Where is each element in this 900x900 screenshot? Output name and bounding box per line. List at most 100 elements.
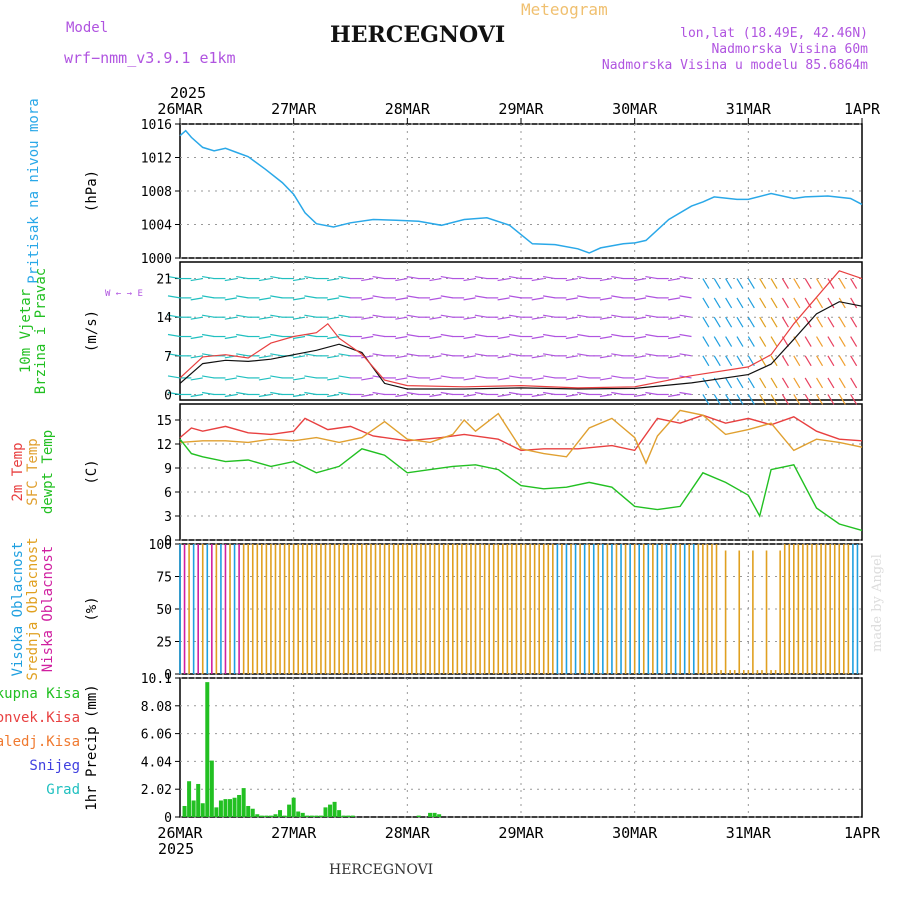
wind-barb bbox=[747, 336, 755, 347]
wind-barb bbox=[577, 333, 590, 338]
wind-barb bbox=[236, 391, 249, 396]
wind-barb bbox=[781, 377, 789, 389]
wind-barb bbox=[361, 316, 374, 320]
wind-barb bbox=[224, 335, 237, 340]
wind-barb bbox=[167, 295, 181, 299]
wind-barb bbox=[759, 297, 767, 309]
top-date-label: 27MAR bbox=[271, 100, 317, 118]
wind-barb bbox=[565, 277, 578, 282]
y-tick-label: 7 bbox=[164, 350, 172, 365]
wind-barb bbox=[304, 353, 317, 357]
wind-barb bbox=[804, 278, 812, 289]
wind-barb bbox=[838, 394, 846, 405]
wind-barb bbox=[770, 316, 778, 328]
wind-barb bbox=[167, 391, 181, 396]
y-tick-label: 12 bbox=[156, 438, 172, 453]
wind-barb bbox=[292, 297, 306, 301]
precip-bar bbox=[282, 815, 287, 817]
wind-barb bbox=[725, 394, 733, 405]
y-tick-label: 0 bbox=[164, 811, 172, 826]
wind-barb bbox=[781, 316, 789, 328]
precip-bar bbox=[278, 810, 283, 817]
top-date-label: 26MAR bbox=[157, 100, 203, 118]
wind-barb bbox=[202, 375, 215, 379]
bottom-year-label: 2025 bbox=[158, 840, 194, 858]
wind-barb bbox=[224, 377, 237, 381]
wind-barb bbox=[395, 277, 408, 282]
top-date-label: 31MAR bbox=[726, 100, 772, 118]
wind-barb bbox=[633, 297, 647, 301]
bottom-date-label: 31MAR bbox=[726, 824, 772, 842]
wind-barb bbox=[679, 314, 692, 318]
wind-barb bbox=[816, 316, 824, 328]
wind-barb bbox=[508, 353, 522, 357]
wind-barb bbox=[463, 335, 476, 340]
precip-bar bbox=[337, 810, 342, 817]
wind-barb bbox=[770, 297, 778, 309]
unit-label: (C) bbox=[84, 459, 100, 484]
wind-barb bbox=[565, 377, 578, 381]
wind-barb bbox=[645, 391, 658, 396]
wind-barb bbox=[736, 297, 744, 309]
precip-legend-label: Ukupna Kisa bbox=[0, 686, 80, 702]
wind-barb bbox=[759, 377, 767, 389]
panel-frame bbox=[179, 261, 863, 401]
wind-barb bbox=[543, 353, 556, 357]
wind-barb bbox=[747, 377, 755, 389]
panel-label: Visoka Oblacnost bbox=[10, 542, 26, 677]
wind-barb bbox=[372, 295, 385, 299]
wind-barb bbox=[338, 275, 351, 280]
wind-barb bbox=[827, 278, 835, 289]
wind-barb bbox=[668, 277, 681, 282]
wind-barb bbox=[633, 355, 647, 359]
wind-barb bbox=[611, 295, 624, 299]
precip-bar bbox=[323, 807, 328, 817]
precip-bar bbox=[432, 812, 437, 817]
wind-barb bbox=[702, 297, 710, 309]
wind-barb bbox=[633, 393, 647, 398]
top-date-label: 1APR bbox=[844, 100, 881, 118]
wind-barb bbox=[770, 394, 778, 405]
credit: made by Angel bbox=[870, 554, 885, 652]
temp-dewpoint-line bbox=[179, 438, 863, 532]
precip-bar bbox=[300, 812, 305, 817]
wind-barb bbox=[440, 353, 453, 357]
wind-barb bbox=[804, 394, 812, 405]
wind-barb bbox=[611, 275, 624, 280]
top-date-label: 28MAR bbox=[385, 100, 431, 118]
wind-barb bbox=[304, 375, 317, 379]
y-tick-label: 50 bbox=[156, 603, 172, 618]
wind-barb bbox=[372, 333, 385, 338]
wind-barb bbox=[338, 295, 351, 299]
wind-barb bbox=[361, 335, 374, 340]
wind-barb bbox=[645, 353, 658, 357]
y-tick-label: 1016 bbox=[141, 118, 172, 133]
wind-barb bbox=[338, 391, 351, 396]
wind-barb bbox=[633, 316, 647, 320]
wind-barb bbox=[736, 316, 744, 328]
wind-barb bbox=[236, 275, 249, 280]
wind-barb bbox=[599, 377, 613, 381]
wind-barb bbox=[258, 355, 272, 359]
wind-barb bbox=[850, 316, 858, 328]
wind-barb bbox=[816, 394, 824, 405]
wind-barb bbox=[759, 394, 767, 405]
y-tick-label: 9 bbox=[164, 462, 172, 477]
wind-barb bbox=[190, 355, 203, 359]
wind-barb bbox=[270, 375, 283, 379]
wind-barb bbox=[645, 275, 658, 280]
wind-barb bbox=[190, 297, 203, 301]
wind-barb bbox=[702, 316, 710, 328]
wind-barb bbox=[474, 391, 487, 396]
wind-barb bbox=[497, 277, 510, 282]
wind-barb bbox=[270, 314, 283, 318]
wind-barb bbox=[793, 394, 801, 405]
wind-barb bbox=[633, 377, 647, 381]
wind-barb bbox=[543, 314, 556, 318]
wind-barb bbox=[816, 377, 824, 389]
wind-barb bbox=[713, 278, 721, 289]
wind-barb bbox=[167, 333, 181, 338]
wind-barb bbox=[474, 353, 487, 357]
wind-barb bbox=[577, 391, 590, 396]
